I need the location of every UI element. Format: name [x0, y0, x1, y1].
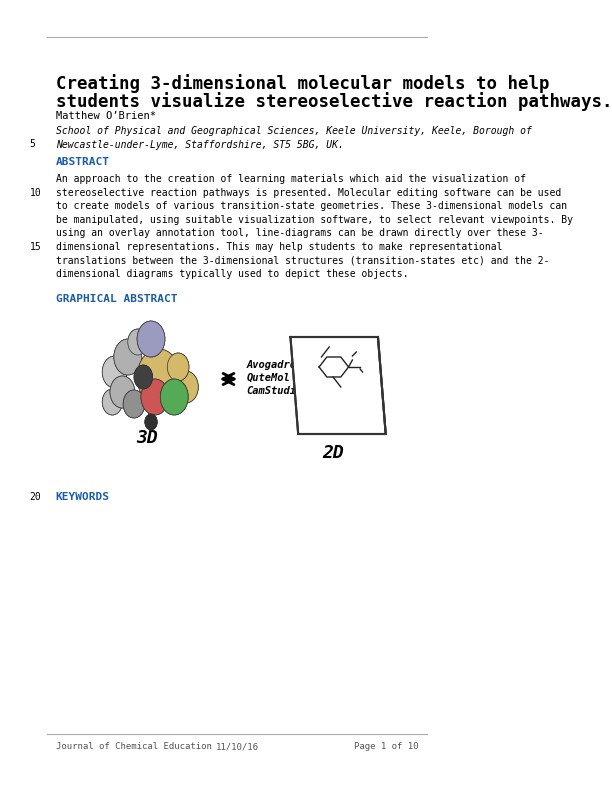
Text: O: O [350, 351, 355, 360]
Text: QuteMol: QuteMol [246, 373, 290, 383]
Circle shape [137, 321, 165, 357]
Circle shape [114, 339, 142, 375]
Circle shape [102, 389, 122, 415]
Circle shape [167, 353, 189, 381]
Text: GRAPHICAL ABSTRACT: GRAPHICAL ABSTRACT [56, 294, 177, 304]
Text: Avogadro: Avogadro [246, 360, 296, 370]
Circle shape [134, 365, 152, 389]
Circle shape [128, 329, 148, 355]
Text: R': R' [316, 367, 325, 376]
Text: ABSTRACT: ABSTRACT [56, 157, 110, 167]
Text: H: H [324, 379, 329, 389]
Circle shape [102, 389, 122, 415]
Text: 20: 20 [29, 492, 41, 502]
Text: 3D: 3D [136, 429, 158, 447]
Circle shape [114, 339, 142, 375]
Circle shape [145, 414, 157, 430]
Text: Creating 3-dimensional molecular models to help: Creating 3-dimensional molecular models … [56, 74, 549, 93]
Text: Page 1 of 10: Page 1 of 10 [354, 742, 418, 751]
Text: B: B [360, 360, 365, 368]
Text: dimensional diagrams typically used to depict these objects.: dimensional diagrams typically used to d… [56, 268, 408, 279]
Circle shape [145, 414, 157, 430]
Text: Journal of Chemical Education: Journal of Chemical Education [56, 742, 212, 751]
Text: KEYWORDS: KEYWORDS [56, 492, 110, 502]
Text: R: R [362, 367, 367, 376]
Circle shape [123, 390, 145, 418]
Circle shape [137, 349, 181, 405]
Text: Matthew O’Brien*: Matthew O’Brien* [56, 111, 156, 121]
Circle shape [110, 376, 135, 408]
Circle shape [141, 379, 169, 415]
Polygon shape [291, 337, 386, 434]
Text: 10: 10 [29, 188, 41, 197]
Text: translations between the 3-dimensional structures (transition-states etc) and th: translations between the 3-dimensional s… [56, 255, 549, 265]
Circle shape [102, 356, 127, 388]
Circle shape [102, 356, 127, 388]
Text: 5: 5 [29, 139, 35, 149]
Text: 11/10/16: 11/10/16 [215, 742, 258, 751]
Text: students visualize stereoselective reaction pathways.: students visualize stereoselective react… [56, 92, 612, 111]
Text: dimensional representations. This may help students to make representational: dimensional representations. This may he… [56, 242, 502, 252]
Circle shape [167, 353, 189, 381]
Text: 15: 15 [29, 242, 41, 252]
Circle shape [141, 379, 169, 415]
Circle shape [160, 379, 188, 415]
Text: Me: Me [316, 349, 325, 359]
Text: H: H [324, 341, 329, 349]
Text: 2D: 2D [322, 444, 344, 462]
Text: An approach to the creation of learning materials which aid the visualization of: An approach to the creation of learning … [56, 174, 526, 184]
Text: using an overlay annotation tool, line-diagrams can be drawn directly over these: using an overlay annotation tool, line-d… [56, 228, 543, 238]
Circle shape [128, 329, 148, 355]
Circle shape [137, 321, 165, 357]
Circle shape [160, 379, 188, 415]
Circle shape [173, 371, 198, 403]
Circle shape [134, 365, 152, 389]
Circle shape [110, 376, 135, 408]
Text: stereoselective reaction pathways is presented. Molecular editing software can b: stereoselective reaction pathways is pre… [56, 188, 561, 197]
Text: CamStudio: CamStudio [246, 386, 302, 396]
Circle shape [173, 371, 198, 403]
Text: School of Physical and Geographical Sciences, Keele University, Keele, Borough o: School of Physical and Geographical Scie… [56, 126, 532, 136]
Circle shape [123, 390, 145, 418]
Circle shape [137, 349, 181, 405]
Text: to create models of various transition-state geometries. These 3-dimensional mod: to create models of various transition-s… [56, 201, 567, 211]
Text: R: R [345, 394, 349, 403]
Text: R: R [356, 345, 361, 353]
Text: R: R [329, 394, 333, 403]
Text: be manipulated, using suitable visualization software, to select relevant viewpo: be manipulated, using suitable visualiza… [56, 215, 573, 224]
Text: Newcastle-under-Lyme, Staffordshire, ST5 5BG, UK.: Newcastle-under-Lyme, Staffordshire, ST5… [56, 140, 344, 150]
Text: Me: Me [339, 387, 348, 397]
